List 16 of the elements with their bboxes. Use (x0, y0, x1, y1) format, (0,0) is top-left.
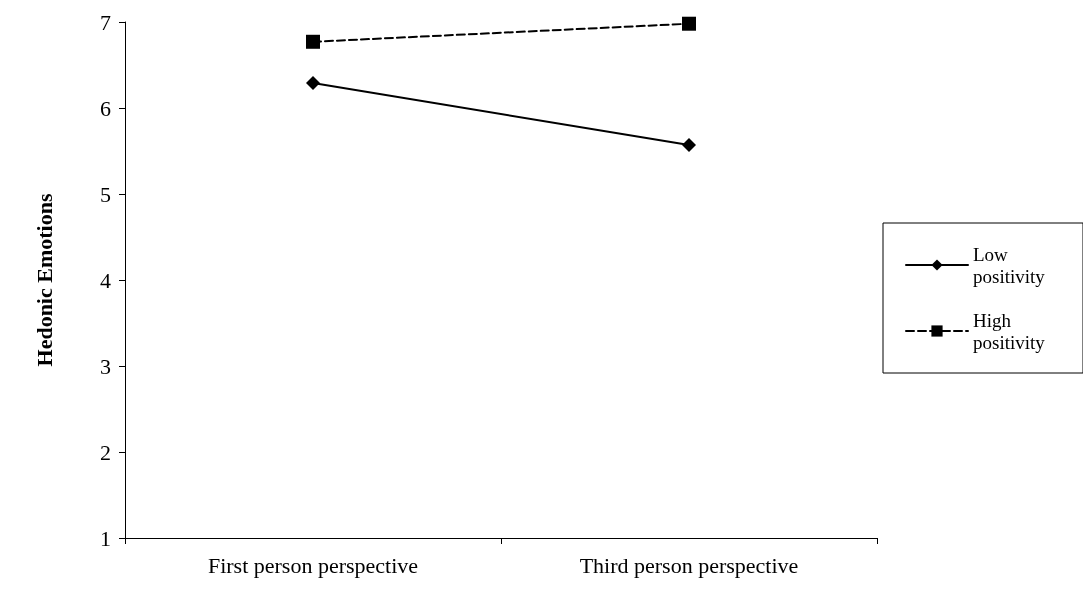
y-tick-label: 4 (100, 267, 111, 293)
legend-label: Low positivity (973, 243, 1046, 287)
y-tick-label: 7 (100, 9, 111, 35)
y-tick-label: 5 (100, 181, 111, 207)
y-tick-label: 6 (100, 95, 111, 121)
point (682, 137, 696, 152)
legend-label: High positivity (973, 309, 1046, 353)
x-tick-label: Third person perspective (579, 552, 799, 578)
y-tick-label: 3 (100, 353, 111, 379)
y-tick-label: 2 (100, 439, 111, 465)
point (682, 16, 696, 31)
y-tick-label: 1 (100, 525, 111, 551)
x-tick-label: First person perspective (207, 552, 419, 578)
point (306, 34, 320, 49)
point (306, 76, 320, 91)
y-axis-title: Hedonic Emotions (31, 193, 57, 367)
